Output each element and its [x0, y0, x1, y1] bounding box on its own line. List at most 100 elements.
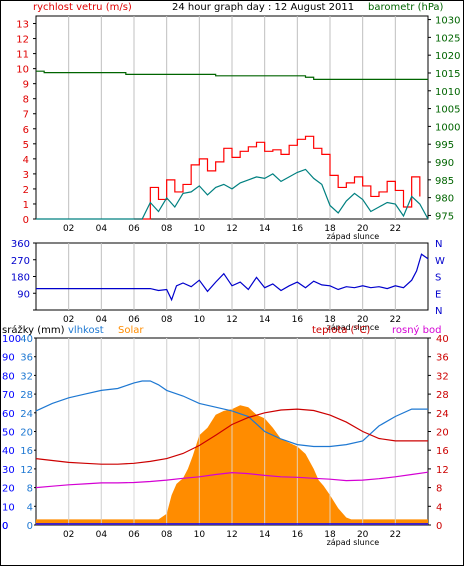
humidity-tick-label: 16 — [20, 446, 33, 457]
x-tick-label: 12 — [226, 315, 237, 325]
x-tick-label: 20 — [357, 530, 369, 540]
sunset-label: západ slunce — [327, 538, 380, 547]
wind-tick-label: 1 — [23, 200, 29, 211]
x-tick-label: 02 — [63, 530, 74, 540]
temp-tick-label: 20 — [436, 428, 449, 439]
rain-tick-label: 80 — [2, 371, 15, 382]
humidity-tick-label: 40 — [20, 334, 33, 345]
x-tick-label: 22 — [390, 530, 401, 540]
humidity-tick-label: 0 — [27, 521, 33, 532]
x-tick-label: 18 — [324, 530, 336, 540]
pressure-tick-label: 1010 — [435, 87, 460, 98]
wind-tick-label: 0 — [23, 215, 29, 226]
legend-solar: Solar — [118, 325, 144, 336]
legend-humidity: vlhkost — [68, 325, 104, 336]
wind-tick-label: 9 — [23, 80, 29, 91]
humidity-line — [35, 380, 428, 448]
temperature-humidity-panel: 0010203040506070809010004812162024283236… — [2, 334, 449, 547]
direction-tick-label: 90 — [17, 289, 30, 300]
rain-tick-label: 60 — [2, 409, 15, 420]
compass-label: N — [435, 239, 442, 250]
temp-tick-label: 4 — [436, 502, 442, 513]
temp-tick-label: 40 — [436, 334, 449, 345]
pressure-tick-label: 975 — [435, 211, 454, 222]
temp-tick-label: 0 — [436, 521, 442, 532]
rain-tick-label: 70 — [2, 390, 15, 401]
x-tick-label: 12 — [226, 224, 237, 234]
temp-tick-label: 12 — [436, 465, 449, 476]
compass-label: E — [435, 289, 441, 300]
pressure-tick-label: 980 — [435, 194, 454, 205]
temp-tick-label: 32 — [436, 371, 449, 382]
rain-tick-label: 30 — [2, 465, 15, 476]
humidity-tick-label: 4 — [27, 502, 33, 513]
x-tick-label: 22 — [390, 224, 401, 234]
pressure-tick-label: 985 — [435, 176, 454, 187]
rain-tick-label: 0 — [2, 521, 8, 532]
rain-tick-label: 90 — [2, 353, 15, 364]
rain-axis-title: srážky (mm) — [2, 324, 65, 336]
x-tick-label: 06 — [128, 224, 140, 234]
pressure-tick-label: 1015 — [435, 69, 460, 80]
x-tick-label: 16 — [292, 315, 304, 325]
x-tick-label: 04 — [96, 315, 108, 325]
wind-tick-label: 7 — [23, 110, 29, 121]
direction-line — [36, 253, 429, 302]
temperature-line — [35, 408, 428, 465]
x-tick-label: 08 — [161, 224, 173, 234]
chart-title: 24 hour graph day : 12 August 2011 — [172, 2, 354, 13]
x-tick-label: 06 — [128, 315, 140, 325]
wind-speed-line — [36, 168, 429, 220]
sunset-label: západ slunce — [327, 232, 380, 241]
legend-temperature: teplota (°C) — [312, 325, 370, 336]
sunset-label: západ slunce — [327, 323, 380, 332]
pressure-tick-label: 1020 — [435, 51, 460, 62]
wind-tick-label: 12 — [16, 35, 29, 46]
x-tick-label: 04 — [96, 530, 108, 540]
humidity-tick-label: 36 — [20, 353, 33, 364]
pressure-tick-label: 1000 — [435, 122, 460, 133]
wind-tick-label: 4 — [23, 155, 29, 166]
pressure-axis-title: barometr (hPa) — [368, 2, 444, 13]
rain-tick-label: 10 — [2, 502, 15, 513]
pressure-tick-label: 995 — [435, 140, 454, 151]
pressure-tick-label: 990 — [435, 158, 454, 169]
humidity-tick-label: 20 — [20, 428, 33, 439]
pressure-line — [36, 70, 428, 80]
x-tick-label: 12 — [226, 530, 237, 540]
x-tick-label: 08 — [161, 530, 173, 540]
humidity-tick-label: 8 — [27, 484, 33, 495]
temp-tick-label: 24 — [436, 409, 449, 420]
direction-tick-label: 360 — [11, 239, 30, 250]
temp-tick-label: 36 — [436, 353, 449, 364]
x-tick-label: 10 — [194, 224, 206, 234]
wind-tick-label: 5 — [23, 140, 29, 151]
pressure-tick-label: 1025 — [435, 33, 460, 44]
gust-line — [134, 135, 421, 220]
rain-tick-label: 50 — [2, 428, 15, 439]
x-tick-label: 16 — [292, 530, 304, 540]
x-tick-label: 14 — [259, 224, 271, 234]
rain-tick-label: 20 — [2, 484, 15, 495]
wind-tick-label: 8 — [23, 95, 29, 106]
wind-tick-label: 11 — [16, 50, 29, 61]
compass-label: S — [435, 273, 441, 284]
x-tick-label: 22 — [390, 315, 401, 325]
wind-tick-label: 10 — [16, 65, 29, 76]
temp-tick-label: 16 — [436, 446, 449, 457]
wind-pressure-panel: 0123456789101112139759809859909951000100… — [16, 15, 460, 241]
x-tick-label: 16 — [292, 224, 304, 234]
wind-tick-label: 3 — [23, 170, 29, 181]
wind-axis-title: rychlost vetru (m/s) — [33, 2, 132, 13]
temp-tick-label: 28 — [436, 390, 449, 401]
dewpoint-line — [35, 471, 429, 489]
x-tick-label: 06 — [128, 530, 140, 540]
compass-label: N — [435, 306, 442, 317]
x-tick-label: 02 — [63, 315, 74, 325]
rain-tick-label: 100 — [2, 334, 21, 345]
x-tick-label: 20 — [357, 315, 369, 325]
x-tick-label: 14 — [259, 315, 271, 325]
compass-label: W — [435, 256, 445, 267]
